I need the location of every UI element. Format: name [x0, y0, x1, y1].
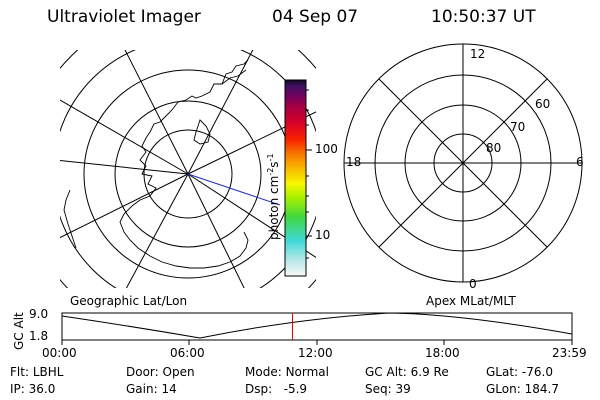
geo-lat-circle-mid	[114, 100, 262, 248]
coastline	[119, 69, 249, 269]
coastline-ice	[193, 119, 211, 145]
colorbar-unit-label: photon cm-2s-1	[266, 153, 281, 240]
status-mode: Mode: Normal	[245, 365, 329, 379]
altitude-xtick: 12:00	[298, 346, 333, 360]
geo-meridian	[124, 50, 189, 175]
altitude-plot-frame	[61, 312, 573, 341]
mlt-label-18: 18	[346, 155, 362, 169]
altitude-plot	[61, 312, 573, 345]
status-dsp: Dsp: -5.9	[245, 382, 308, 396]
status-glat: GLat: -76.0	[486, 365, 553, 379]
coastline-west	[63, 189, 77, 249]
mag-map-caption: Apex MLat/MLT	[426, 294, 516, 308]
geo-meridian	[187, 173, 245, 288]
status-ip: IP: 36.0	[10, 382, 56, 396]
mlat-label-60: 60	[535, 97, 551, 111]
status-gc-alt: GC Alt: 6.9 Re	[365, 365, 449, 379]
geo-map-caption: Geographic Lat/Lon	[70, 294, 188, 308]
date-label: 04 Sep 07	[272, 7, 359, 27]
status-gain: Gain: 14	[126, 382, 177, 396]
mlt-label-6: 6	[576, 155, 584, 169]
geo-meridian	[60, 160, 189, 175]
mlat-label-80: 80	[486, 141, 502, 155]
instrument-title: Ultraviolet Imager	[47, 7, 201, 27]
altitude-xtick: 23:59	[552, 346, 587, 360]
altitude-xtick: 00:00	[42, 346, 77, 360]
noon-meridian-line	[187, 173, 281, 206]
mlt-label-0: 0	[469, 277, 477, 291]
geo-meridian	[60, 173, 189, 239]
magnetic-polar-plot	[343, 43, 583, 283]
altitude-xtick: 18:00	[425, 346, 460, 360]
geo-meridian	[125, 173, 189, 288]
status-filter: Flt: LBHL	[10, 365, 64, 379]
altitude-curve	[61, 312, 573, 339]
geo-meridian	[187, 50, 254, 175]
status-seq: Seq: 39	[365, 382, 411, 396]
status-door: Door: Open	[126, 365, 195, 379]
altitude-ytick-min: 1.8	[29, 329, 49, 343]
colorbar	[284, 79, 307, 277]
altitude-ytick-max: 9.0	[29, 307, 49, 321]
colorbar-tick-label: 10	[315, 228, 331, 242]
altitude-xticks	[61, 340, 573, 345]
status-glon: GLon: 184.7	[486, 382, 559, 396]
time-label: 10:50:37 UT	[431, 7, 536, 27]
mlt-label-12: 12	[470, 47, 486, 61]
coastline-peninsula	[221, 59, 249, 85]
mlat-label-70: 70	[510, 120, 526, 134]
mag-mlt-line-diag	[378, 78, 548, 248]
altitude-xtick: 06:00	[170, 346, 205, 360]
colorbar-ticks	[306, 89, 312, 259]
colorbar-tick-label: 100	[315, 142, 338, 156]
altitude-ylabel: GC Alt	[12, 312, 26, 350]
geo-meridian	[60, 99, 189, 175]
